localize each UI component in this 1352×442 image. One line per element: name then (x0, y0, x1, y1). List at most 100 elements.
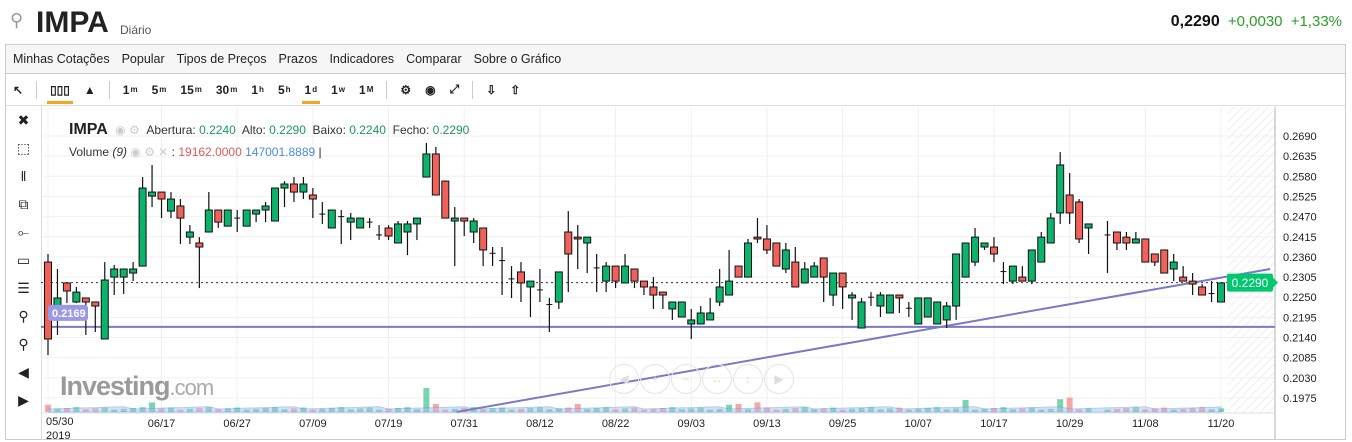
investing-logo: Investing.com (60, 371, 214, 401)
camera-icon[interactable]: ◉ (425, 82, 436, 97)
candle-body (119, 268, 128, 278)
candle-body (1131, 238, 1140, 244)
candle-body (100, 279, 109, 340)
volume-bar (735, 404, 742, 412)
legend-symbol: IMPA (69, 121, 108, 138)
last-price-badge: 0.2290 (1232, 276, 1269, 290)
candle-body (611, 265, 620, 282)
candle-body (526, 280, 535, 288)
y-tick-label: 0.2580 (1283, 171, 1317, 183)
candle-body (1217, 282, 1225, 303)
cursor-icon[interactable]: ↖ (13, 82, 24, 97)
gear-icon[interactable]: ⚙ (400, 82, 412, 97)
interval-15m[interactable]: 15 m (180, 82, 202, 97)
remove-drawing-icon[interactable]: ⬚ (16, 139, 31, 156)
remove-indicators-icon[interactable]: ‖ (20, 168, 27, 184)
scroll-right-icon[interactable]: ▶ (18, 391, 29, 408)
candles-chart-icon[interactable]: ▯▯▯ (43, 74, 77, 106)
candle-body (800, 268, 809, 284)
candle-body (195, 242, 204, 248)
candle-body (923, 297, 932, 318)
rectangle-tool-icon[interactable]: ▭ (16, 251, 31, 268)
menu-item[interactable]: Sobre o Gráfico (473, 52, 562, 66)
menu-item[interactable]: Popular (121, 52, 165, 66)
x-tick-label: 08/12 (526, 418, 554, 430)
candle-body (829, 272, 838, 296)
candle-body (1122, 236, 1131, 244)
chart-menu: Minhas Cotações Popular Tipos de Preços Pra… (6, 45, 1345, 74)
area-chart-icon[interactable]: ▲ (83, 82, 96, 97)
candle-body (356, 217, 365, 229)
scroll-left-icon[interactable]: ◀ (609, 364, 639, 394)
x-tick-label: 09/13 (753, 418, 781, 430)
open-value: 0.2240 (199, 123, 236, 137)
divider (108, 80, 110, 99)
zoom-out-icon[interactable]: − (671, 364, 701, 394)
scroll-left-icon[interactable]: ◀ (18, 363, 29, 380)
close-value: 0.2290 (432, 123, 470, 137)
interval-30m[interactable]: 30 m (215, 82, 238, 97)
horizontal-line-label: 0.2169 (52, 308, 86, 320)
candle-body (744, 242, 753, 278)
candle-body (138, 187, 147, 267)
zoom-out-icon[interactable]: ⚲ (18, 335, 29, 352)
download-icon[interactable]: ⇩ (486, 82, 497, 97)
candle-body (516, 271, 525, 284)
candle-body (327, 209, 336, 229)
candle-body (1198, 286, 1207, 296)
menu-item[interactable]: Indicadores (329, 52, 395, 66)
open-label: Abertura: (146, 123, 196, 137)
eye-icon[interactable]: ◉ ⚙ (115, 123, 140, 137)
fullscreen-icon[interactable]: ⤢ (449, 82, 460, 96)
search-icon[interactable]: ⚲ (10, 10, 24, 30)
fib-tool-icon[interactable]: ☰ (17, 279, 30, 296)
volume-ma-area (47, 406, 1222, 413)
price-change: +0,0030 (1227, 13, 1283, 30)
candle-body (725, 280, 734, 296)
zoom-reset-icon[interactable]: ↔ (702, 364, 732, 394)
candle-body (289, 183, 298, 193)
candle-body (762, 238, 771, 251)
menu-item[interactable]: Tipos de Preços (176, 52, 267, 66)
line-tool-icon[interactable]: ⟜ (17, 223, 30, 240)
last-price: 0,2290 (1170, 13, 1220, 30)
candle-body (658, 291, 667, 296)
candle-body (819, 257, 828, 278)
candle-body (431, 153, 440, 196)
y-tick-label: 0.2250 (1283, 292, 1317, 304)
y-tick-label: 0.2140 (1283, 333, 1317, 345)
x-tick-label: 05/30 (46, 416, 74, 428)
symbol-title: IMPA (36, 6, 109, 39)
candle-body (403, 223, 412, 233)
candle-body (1027, 249, 1036, 282)
candle-body (176, 205, 185, 219)
zoom-in-icon[interactable]: ⚲ (18, 307, 29, 324)
candle-body (81, 297, 90, 303)
candle-body (706, 312, 715, 321)
candle-body (148, 191, 157, 197)
zoom-in-icon[interactable]: + (640, 364, 670, 394)
menu-item[interactable]: Comparar (406, 52, 462, 66)
x-tick-label: 07/09 (299, 418, 327, 430)
close-icon[interactable]: ✖ (17, 111, 30, 128)
volume-controls-icon[interactable]: ◉ ⚙ ✕ (130, 145, 169, 159)
scroll-right-icon[interactable]: ▶ (764, 364, 794, 394)
zoom-fit-icon[interactable]: ↕ (733, 364, 763, 394)
divider (472, 80, 474, 99)
menu-item[interactable]: Minhas Cotações (13, 52, 110, 66)
windows-icon[interactable]: ⧉ (18, 195, 29, 212)
menu-item[interactable]: Prazos (278, 52, 318, 66)
volume-bar (1066, 397, 1073, 412)
upload-icon[interactable]: ⇧ (510, 82, 521, 97)
candle-body (252, 209, 261, 215)
candle-body (914, 297, 923, 325)
candle-body (1018, 276, 1027, 282)
